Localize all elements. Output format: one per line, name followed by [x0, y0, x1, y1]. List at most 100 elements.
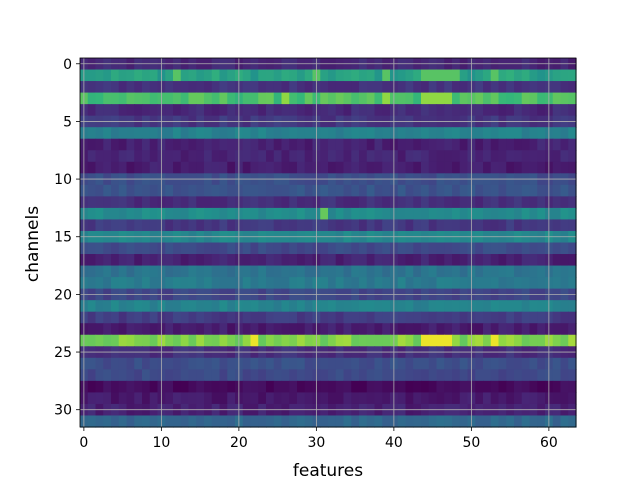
- heatmap-cell: [514, 380, 523, 394]
- heatmap-cell: [382, 104, 391, 117]
- heatmap-cell: [514, 184, 523, 197]
- heatmap-cell: [343, 184, 352, 197]
- heatmap-cell: [111, 184, 120, 197]
- heatmap-cell: [204, 138, 213, 151]
- heatmap-cell: [405, 161, 414, 174]
- heatmap-cell: [506, 415, 515, 428]
- heatmap-cell: [165, 242, 174, 255]
- heatmap-cell: [537, 127, 546, 140]
- heatmap-cell: [180, 323, 190, 336]
- heatmap-cell: [111, 311, 120, 324]
- heatmap-cell: [320, 161, 329, 174]
- heatmap-cell: [343, 277, 352, 290]
- heatmap-cell: [173, 300, 182, 313]
- heatmap-cell: [529, 380, 538, 394]
- heatmap-cell: [103, 369, 112, 382]
- heatmap-cell: [452, 196, 461, 209]
- y-tick-label: 10: [54, 172, 72, 188]
- heatmap-cell: [335, 138, 345, 151]
- heatmap-cell: [281, 392, 290, 405]
- heatmap-cell: [568, 104, 577, 117]
- heatmap-cell: [219, 369, 228, 382]
- heatmap-cell: [397, 138, 407, 151]
- heatmap-cell: [118, 311, 128, 324]
- heatmap-cell: [219, 207, 228, 221]
- heatmap-cell: [506, 392, 515, 405]
- heatmap-cell: [382, 184, 391, 197]
- heatmap-cell: [126, 81, 135, 94]
- heatmap-cell: [537, 161, 546, 174]
- heatmap-cell: [397, 207, 407, 221]
- heatmap-cell: [521, 357, 531, 370]
- heatmap-cell: [111, 196, 120, 209]
- heatmap-cell: [335, 311, 345, 324]
- heatmap-cell: [149, 265, 159, 278]
- heatmap-cell: [211, 127, 221, 140]
- heatmap-cell: [498, 277, 507, 290]
- heatmap-cell: [134, 161, 143, 174]
- heatmap-cell: [328, 196, 337, 209]
- heatmap-cell: [452, 392, 461, 405]
- heatmap-cell: [506, 277, 515, 290]
- heatmap-cell: [498, 219, 507, 232]
- heatmap-cell: [498, 300, 507, 313]
- heatmap-cell: [149, 127, 159, 140]
- heatmap-cell: [560, 69, 569, 82]
- heatmap-cell: [521, 69, 531, 82]
- heatmap-cell: [343, 138, 352, 151]
- heatmap-cell: [250, 392, 259, 405]
- heatmap-cell: [180, 207, 190, 221]
- heatmap-cell: [173, 369, 182, 382]
- heatmap-cell: [374, 104, 383, 117]
- y-tick-label: 0: [63, 57, 72, 73]
- heatmap-cell: [111, 138, 120, 151]
- heatmap-cell: [273, 196, 283, 209]
- heatmap-cell: [219, 219, 228, 232]
- heatmap-cell: [475, 415, 484, 428]
- heatmap-cell: [452, 415, 461, 428]
- heatmap-cell: [219, 81, 228, 94]
- heatmap-cell: [552, 323, 562, 336]
- heatmap-cell: [289, 334, 298, 347]
- heatmap-cell: [126, 184, 135, 197]
- heatmap-cell: [87, 415, 97, 428]
- heatmap-cell: [328, 323, 337, 336]
- heatmap-cell: [374, 207, 383, 221]
- heatmap-cell: [173, 265, 182, 278]
- heatmap-cell: [328, 219, 337, 232]
- heatmap-cell: [374, 392, 383, 405]
- heatmap-cell: [366, 334, 376, 347]
- heatmap-cell: [506, 380, 515, 394]
- heatmap-cell: [142, 311, 151, 324]
- heatmap-cell: [359, 161, 368, 174]
- heatmap-cell: [289, 254, 298, 267]
- heatmap-cell: [498, 357, 507, 370]
- heatmap-cell: [111, 242, 120, 255]
- heatmap-cell: [328, 357, 337, 370]
- heatmap-cell: [490, 150, 500, 163]
- heatmap-cell: [149, 81, 159, 94]
- heatmap-cell: [173, 196, 182, 209]
- heatmap-cell: [103, 81, 112, 94]
- heatmap-cell: [351, 127, 360, 140]
- heatmap-cell: [149, 242, 159, 255]
- heatmap-cell: [165, 323, 174, 336]
- heatmap-cell: [366, 380, 376, 394]
- heatmap-cell: [552, 219, 562, 232]
- heatmap-cell: [483, 184, 492, 197]
- heatmap-cell: [537, 369, 546, 382]
- heatmap-cell: [320, 81, 329, 94]
- heatmap-cell: [521, 207, 531, 221]
- heatmap-cell: [297, 104, 306, 117]
- heatmap-cell: [258, 104, 267, 117]
- heatmap-cell: [95, 300, 104, 313]
- heatmap-cell: [374, 265, 383, 278]
- heatmap-cell: [459, 219, 469, 232]
- heatmap-cell: [281, 265, 290, 278]
- heatmap-cell: [529, 161, 538, 174]
- heatmap-cell: [111, 219, 120, 232]
- heatmap-cell: [242, 242, 252, 255]
- heatmap-cell: [149, 415, 159, 428]
- heatmap-cell: [560, 300, 569, 313]
- heatmap-cell: [366, 265, 376, 278]
